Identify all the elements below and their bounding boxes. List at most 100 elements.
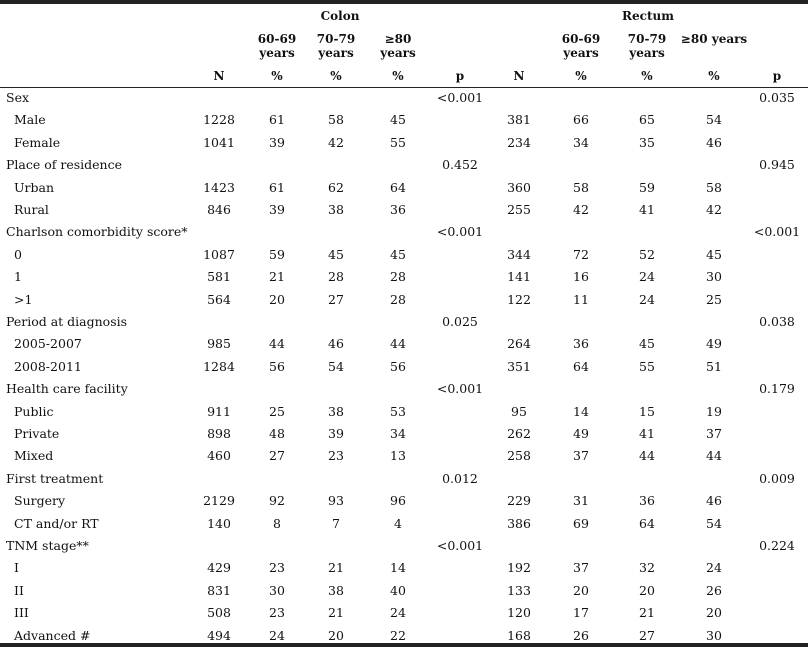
rectum-n-cell: 133: [507, 583, 531, 598]
colon-age1-line2: years: [259, 46, 295, 60]
colon-age3-line1: ≥80: [384, 32, 412, 46]
colon-n-cell: 1041: [203, 135, 235, 150]
colon-n-header: N: [213, 69, 225, 83]
colon-pct-80plus-cell: 14: [390, 560, 406, 575]
colon-pct-80plus-cell: 24: [390, 605, 406, 620]
rectum-pct-70-79-cell: 59: [639, 180, 655, 195]
colon-pct-60-69-cell: 44: [269, 336, 285, 351]
rectum-p-value-cell: <0.001: [753, 224, 801, 239]
row-label: Private: [14, 426, 60, 441]
rectum-pct-70-79-cell: 65: [639, 112, 655, 127]
rectum-n-cell: 192: [507, 560, 531, 575]
colon-n-cell: 140: [207, 516, 231, 531]
rectum-n-cell: 234: [507, 135, 531, 150]
colon-pct-80plus-cell: 96: [390, 493, 406, 508]
row-label: Surgery: [14, 493, 66, 508]
rectum-pct-70-79-cell: 24: [639, 292, 655, 307]
colon-pct-60-69-cell: 92: [269, 493, 285, 508]
colon-p-value-cell: <0.001: [436, 381, 484, 396]
rectum-header: Rectum: [622, 9, 674, 23]
rectum-n-cell: 168: [507, 628, 531, 643]
rectum-pct-80plus-cell: 54: [706, 516, 722, 531]
colon-age2-line1: 70-79: [316, 32, 356, 46]
category-label: Place of residence: [6, 157, 122, 172]
colon-p-value-cell: <0.001: [436, 224, 484, 239]
rectum-p-value-cell: 0.179: [759, 381, 795, 396]
rectum-n-cell: 262: [507, 426, 531, 441]
rectum-pct-60-69-cell: 14: [573, 404, 589, 419]
colon-pct-80plus-cell: 28: [390, 269, 406, 284]
rectum-p-value-cell: 0.035: [759, 90, 795, 105]
colon-pct-80plus-cell: 64: [390, 180, 406, 195]
rectum-age1-line2: years: [563, 46, 599, 60]
category-label: Sex: [6, 90, 30, 105]
colon-pct-70-79-cell: 23: [328, 448, 344, 463]
colon-pct-70-79-cell: 93: [328, 493, 344, 508]
rectum-pct-60-69-cell: 37: [573, 560, 589, 575]
colon-pct-60-69-cell: 23: [269, 605, 285, 620]
colon-n-cell: 1423: [203, 180, 235, 195]
rectum-pct-80plus-cell: 37: [706, 426, 722, 441]
colon-p-value-cell: <0.001: [436, 538, 484, 553]
row-label: 2008-2011: [14, 359, 82, 374]
colon-pct-60-69-cell: 39: [269, 135, 285, 150]
colon-pct2-header: %: [330, 69, 342, 83]
rectum-p-header: p: [772, 69, 782, 83]
rectum-age2-line2: years: [629, 46, 665, 60]
colon-n-cell: 460: [207, 448, 231, 463]
row-label: Public: [14, 404, 54, 419]
colon-pct-70-79-cell: 58: [328, 112, 344, 127]
colon-n-cell: 831: [207, 583, 231, 598]
colon-pct-70-79-cell: 38: [328, 202, 344, 217]
colon-p-value-cell: 0.452: [442, 157, 478, 172]
rectum-pct-70-79-cell: 64: [639, 516, 655, 531]
colon-pct-70-79-cell: 28: [328, 269, 344, 284]
colon-n-cell: 1228: [203, 112, 235, 127]
colon-pct-60-69-cell: 8: [273, 516, 281, 531]
colon-pct-60-69-cell: 24: [269, 628, 285, 643]
colon-pct-70-79-cell: 39: [328, 426, 344, 441]
colon-pct-70-79-cell: 21: [328, 605, 344, 620]
row-label: CT and/or RT: [14, 516, 99, 531]
colon-pct-70-79-cell: 54: [328, 359, 344, 374]
rectum-p-value-cell: 0.945: [759, 157, 795, 172]
colon-pct-60-69-cell: 23: [269, 560, 285, 575]
rectum-pct-60-69-cell: 31: [573, 493, 589, 508]
bottom-rule: [0, 643, 808, 647]
rectum-pct1-header: %: [575, 69, 587, 83]
colon-pct-80plus-cell: 13: [390, 448, 406, 463]
colon-pct3-header: %: [392, 69, 404, 83]
colon-n-cell: 429: [207, 560, 231, 575]
row-label: Advanced #: [14, 628, 91, 643]
category-label: TNM stage**: [6, 538, 89, 553]
category-label: First treatment: [6, 471, 104, 486]
colon-pct-70-79-cell: 62: [328, 180, 344, 195]
rectum-p-value-cell: 0.038: [759, 314, 795, 329]
colon-n-cell: 1284: [203, 359, 235, 374]
colon-age3-line2: years: [380, 46, 416, 60]
colon-n-cell: 898: [207, 426, 231, 441]
colon-pct-70-79-cell: 7: [332, 516, 340, 531]
colon-pct-80plus-cell: 28: [390, 292, 406, 307]
row-label: >1: [14, 292, 33, 307]
colon-n-cell: 508: [207, 605, 231, 620]
header-rule: [0, 87, 808, 88]
rectum-n-cell: 95: [511, 404, 527, 419]
colon-pct-70-79-cell: 21: [328, 560, 344, 575]
rectum-pct-60-69-cell: 16: [573, 269, 589, 284]
rectum-pct-80plus-cell: 44: [706, 448, 722, 463]
top-rule: [0, 0, 808, 4]
category-label: Charlson comorbidity score*: [6, 224, 188, 239]
rectum-pct-60-69-cell: 36: [573, 336, 589, 351]
rectum-pct-60-69-cell: 26: [573, 628, 589, 643]
category-label: Period at diagnosis: [6, 314, 128, 329]
rectum-pct-70-79-cell: 36: [639, 493, 655, 508]
rectum-pct-80plus-cell: 24: [706, 560, 722, 575]
colon-pct-80plus-cell: 34: [390, 426, 406, 441]
rectum-pct-60-69-cell: 20: [573, 583, 589, 598]
colon-pct-60-69-cell: 48: [269, 426, 285, 441]
colon-pct-70-79-cell: 20: [328, 628, 344, 643]
rectum-pct-80plus-cell: 49: [706, 336, 722, 351]
colon-pct-60-69-cell: 27: [269, 448, 285, 463]
